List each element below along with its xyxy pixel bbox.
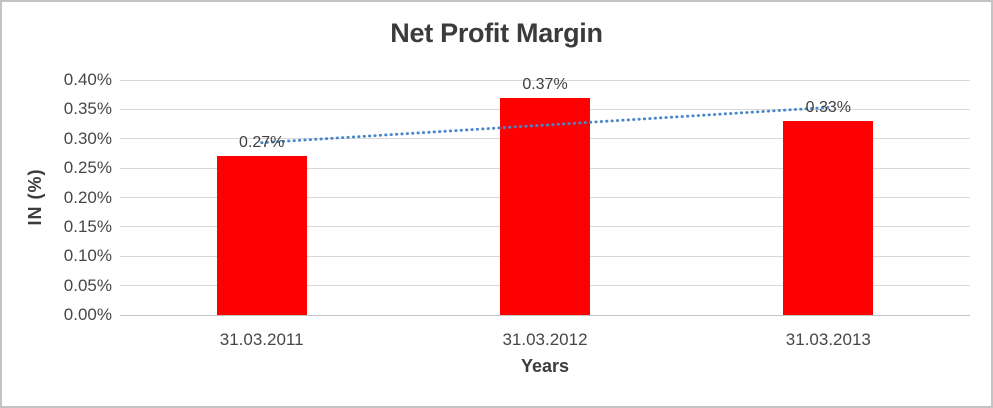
bar [500,97,590,315]
x-axis-line [120,314,970,316]
y-axis-title: IN (%) [25,168,45,226]
y-tick-label: 0.00% [63,305,112,324]
y-tick-label: 0.20% [63,187,112,207]
plot-area [120,79,970,316]
bar-data-label: 0.33% [805,99,852,117]
chart-title: Net Profit Margin [390,18,603,48]
bar-data-label: 0.27% [238,134,285,152]
x-tick-label: 31.03.2011 [219,330,304,349]
x-tick-label: 31.03.2012 [502,330,588,349]
y-tick-label: 0.05% [63,275,112,295]
x-axis-title: Years [520,356,570,376]
y-tick-label: 0.30% [63,128,112,148]
x-tick-label: 31.03.2013 [785,330,871,349]
y-tick-label: 0.35% [63,99,112,119]
bar [783,121,874,315]
gridline [120,79,970,81]
y-tick-label: 0.15% [63,216,112,236]
bar-data-label: 0.37% [522,75,568,93]
y-tick-label: 0.25% [63,158,112,178]
y-tick-label: 0.40% [63,70,112,89]
y-tick-label: 0.10% [63,246,112,266]
bar [216,156,307,315]
